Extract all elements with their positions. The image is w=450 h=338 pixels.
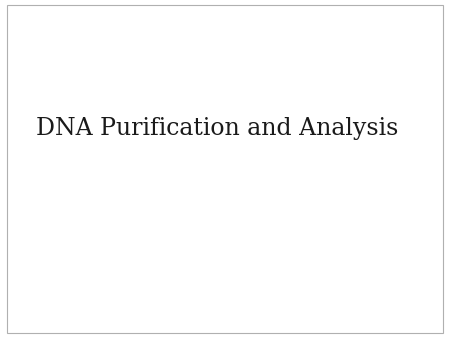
Text: DNA Purification and Analysis: DNA Purification and Analysis xyxy=(36,117,398,140)
